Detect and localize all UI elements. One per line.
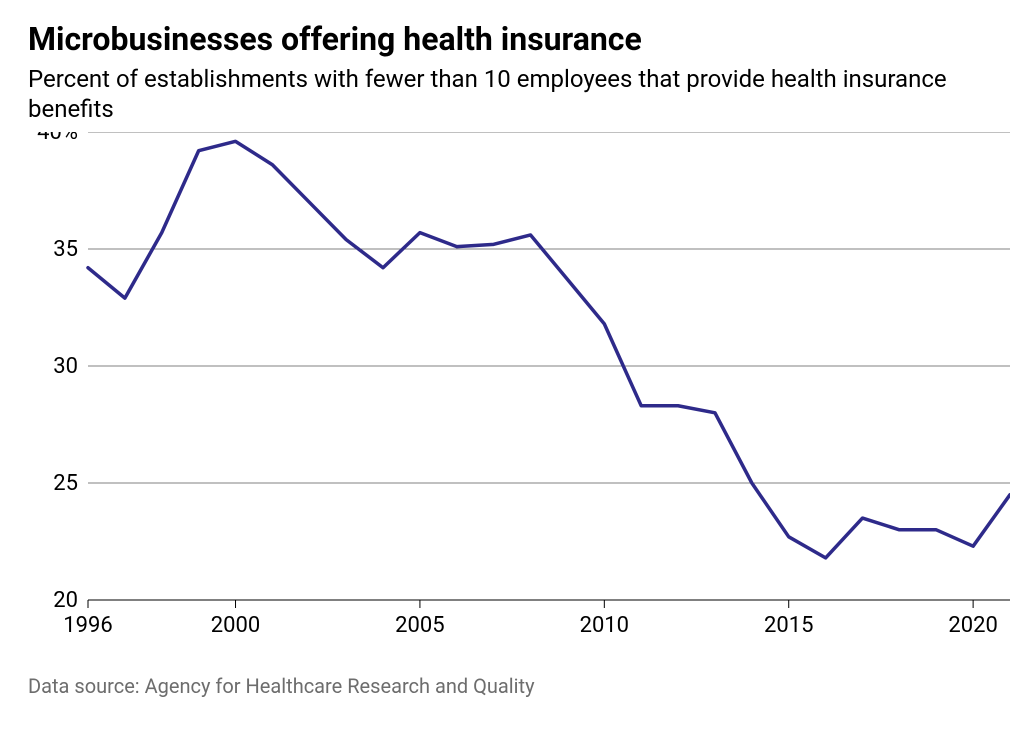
y-tick-label: 30: [53, 354, 78, 379]
y-tick-label: 25: [53, 471, 78, 496]
data-line: [88, 141, 1010, 558]
x-tick-label: 1996: [63, 613, 112, 638]
line-chart-svg: 20 25 30 35 40% 1996 2000 2005 2010 2015 2020: [28, 132, 1010, 656]
y-tick-label: 40%: [37, 132, 78, 145]
y-tick-label: 35: [53, 237, 78, 262]
chart-plot-area: 20 25 30 35 40% 1996 2000 2005 2010 2015 2020: [28, 132, 996, 656]
x-tick-label: 2015: [764, 613, 813, 638]
x-tick-label: 2005: [395, 613, 444, 638]
chart-container: Microbusinesses offering health insuranc…: [0, 0, 1024, 731]
x-tick-label: 2020: [948, 613, 997, 638]
y-tick-label: 20: [53, 588, 78, 613]
chart-title: Microbusinesses offering health insuranc…: [28, 20, 996, 58]
x-tick-label: 2000: [211, 613, 260, 638]
x-tick-label: 2010: [580, 613, 629, 638]
chart-source: Data source: Agency for Healthcare Resea…: [28, 674, 996, 698]
chart-subtitle: Percent of establishments with fewer tha…: [28, 64, 996, 124]
